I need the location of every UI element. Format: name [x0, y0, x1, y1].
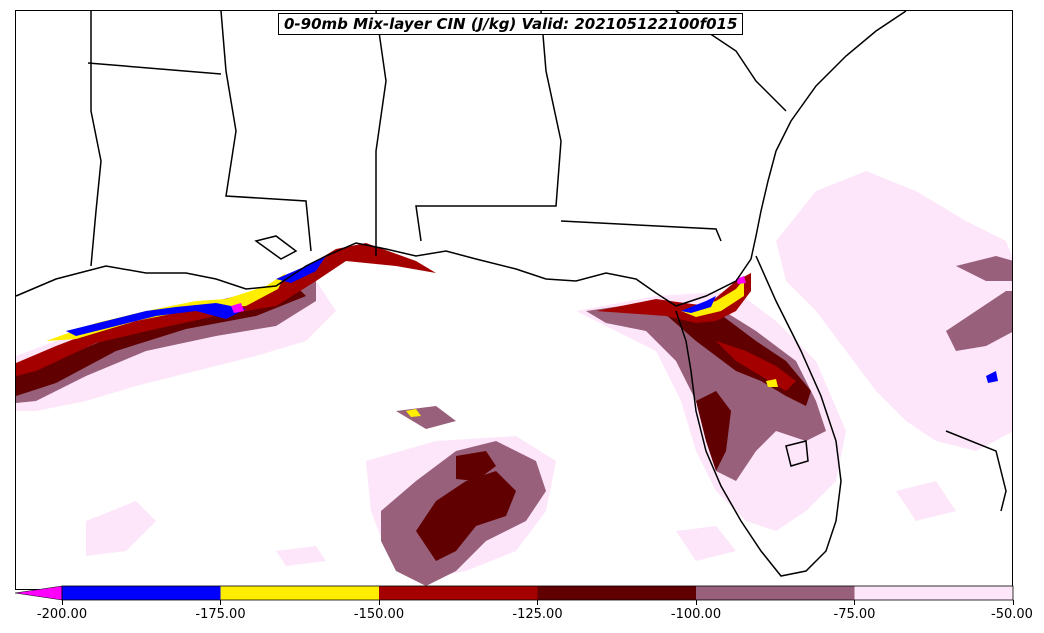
colorbar-tick-label: -125.00 — [512, 607, 563, 622]
colorbar-tick-label: -50.00 — [991, 607, 1033, 622]
colorbar-bin-3 — [537, 586, 696, 600]
colorbar-extend-triangle — [15, 585, 63, 601]
colorbar-tick-label: -100.00 — [670, 607, 722, 622]
colorbar-bin-0 — [62, 586, 221, 600]
colorbar-tickmark — [61, 600, 63, 605]
colorbar-tickmark — [854, 600, 855, 605]
colorbar-tick-label: -150.00 — [353, 607, 405, 622]
coastline-borders — [16, 11, 1007, 577]
map-panel — [15, 10, 1013, 590]
colorbar — [15, 585, 1014, 601]
colorbar-bin-2 — [379, 586, 538, 600]
colorbar-tickmark — [1012, 600, 1014, 605]
colorbar-bin-5 — [854, 586, 1013, 600]
colorbar-tick-label: -200.00 — [36, 607, 88, 622]
colorbar-bin-4 — [696, 586, 855, 600]
colorbar-tickmark — [378, 600, 380, 605]
map-title: 0-90mb Mix-layer CIN (J/kg) Valid: 20210… — [278, 13, 744, 35]
colorbar-bin-1 — [220, 586, 379, 600]
colorbar-tickmark — [220, 600, 221, 605]
colorbar-tickmark — [537, 600, 538, 605]
map-canvas — [16, 11, 1012, 586]
cin-magenta-region — [231, 276, 746, 313]
colorbar-tick-label: -75.00 — [833, 607, 876, 622]
colorbar-tickmark — [695, 600, 697, 605]
colorbar-tick-label: -175.00 — [195, 607, 246, 622]
